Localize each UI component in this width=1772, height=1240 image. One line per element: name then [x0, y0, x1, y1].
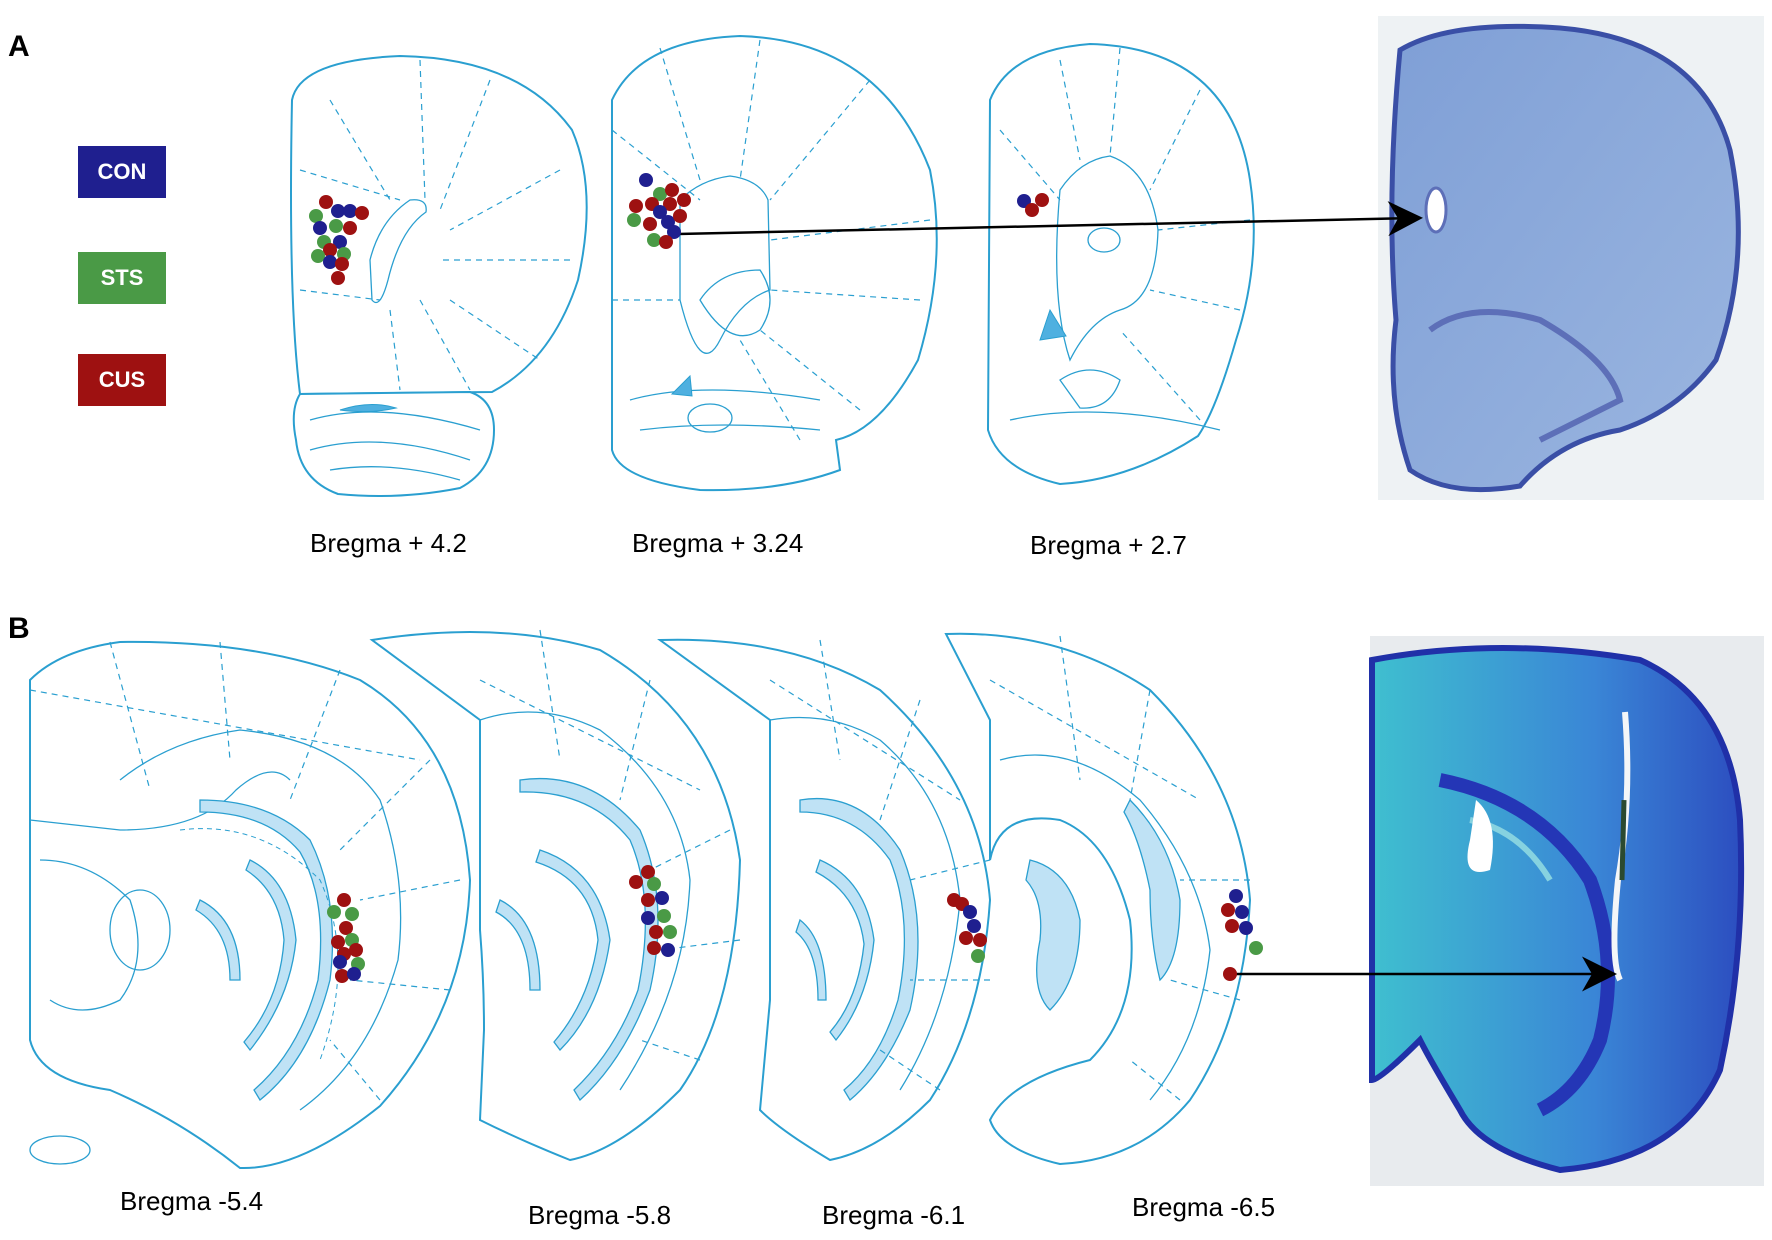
panel-label-a: A [8, 30, 30, 63]
caption-bregma-b3: Bregma -6.1 [822, 1200, 966, 1230]
atlas-section-a3 [986, 42, 1255, 486]
marker-group-b3 [947, 893, 987, 963]
legend-con: CON [78, 146, 166, 198]
legend-sts: STS [78, 252, 166, 304]
caption-bregma-a3: Bregma + 2.7 [1030, 530, 1187, 560]
marker-group-b1 [327, 893, 365, 983]
marker-group-a2 [627, 173, 691, 249]
marker-group-b4 [1221, 889, 1263, 981]
atlas-section-b2 [369, 629, 742, 1162]
atlas-section-a1 [290, 54, 588, 497]
marker-group-a3 [1017, 193, 1049, 217]
caption-bregma-a2: Bregma + 3.24 [632, 528, 804, 558]
caption-bregma-b2: Bregma -5.8 [528, 1200, 672, 1230]
atlas-section-a2 [611, 34, 938, 492]
caption-bregma-a1: Bregma + 4.2 [310, 528, 467, 558]
legend-cus: CUS [78, 354, 166, 406]
histology-photo-a [1378, 16, 1764, 500]
marker-group-b2 [629, 865, 677, 957]
panel-label-b: B [8, 612, 30, 645]
atlas-section-b1 [29, 640, 472, 1170]
marker-group-a1 [309, 195, 369, 285]
histology-photo-b [1369, 636, 1764, 1186]
caption-bregma-b1: Bregma -5.4 [120, 1186, 264, 1216]
caption-bregma-b4: Bregma -6.5 [1132, 1192, 1276, 1222]
arrow-a [677, 201, 1423, 237]
atlas-section-b4 [944, 632, 1252, 1166]
